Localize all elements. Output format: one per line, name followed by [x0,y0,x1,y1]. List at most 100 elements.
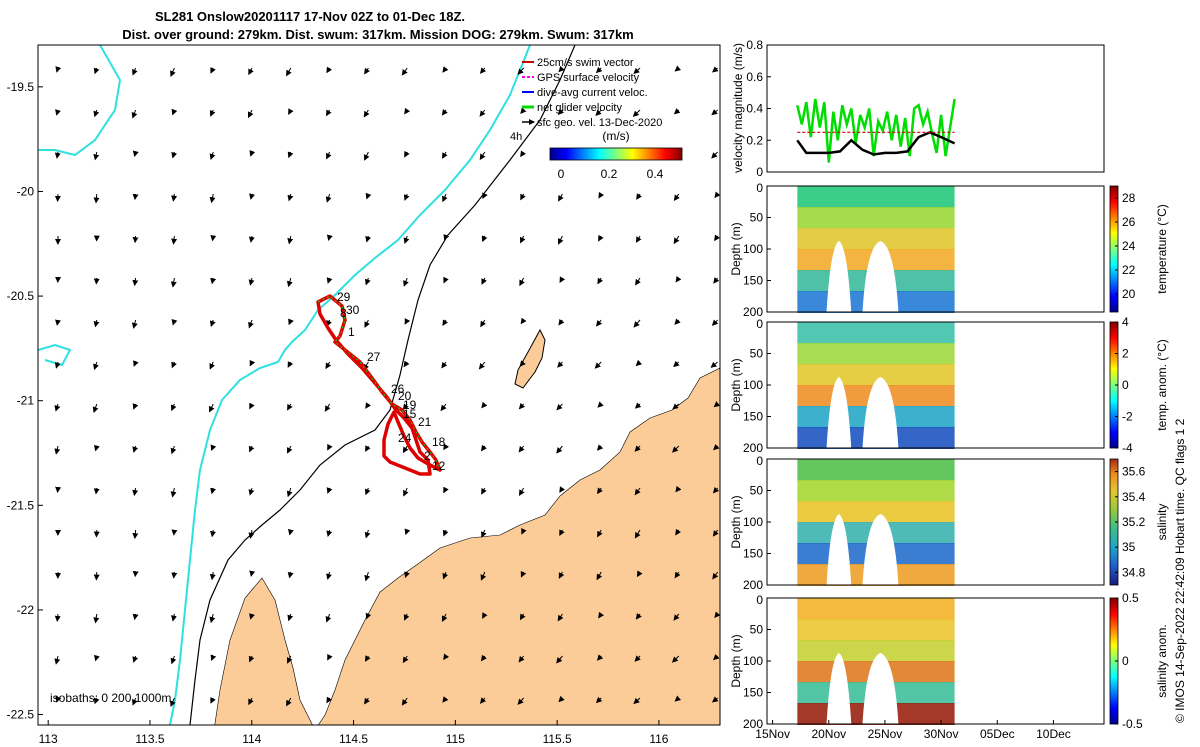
legend-swim-vector: 25cm/s swim vector [522,57,634,69]
vector-arrow [170,487,177,498]
vector-arrow [402,655,409,664]
map-frame [37,44,721,726]
vector-arrow [441,151,448,159]
vector-arrow [365,445,371,452]
vector-arrow [518,655,525,663]
vector-arrow [403,487,409,497]
vector-arrow [249,359,256,367]
land-island [514,328,546,389]
vector-arrow [209,361,215,370]
vector-arrow [249,402,255,410]
vector-arrow [249,193,255,200]
section-ytick-label: 50 [750,347,764,361]
vector-arrow [170,697,176,707]
vector-arrow [93,319,100,328]
vector-arrow [286,655,293,664]
vector-arrow [443,653,450,661]
vector-arrow [93,361,99,371]
vector-arrow [55,696,62,703]
colorbar-tick-label: 35.4 [1122,490,1146,504]
vector-arrow [402,445,409,454]
vector-arrow [248,487,255,496]
vector-arrow [171,529,178,536]
section-ytick-label: 150 [743,410,763,424]
vector-arrow [710,361,718,368]
section-ytick-label: 100 [743,515,763,529]
vector-arrow [597,487,603,495]
vector-arrow [54,151,61,159]
vector-arrow [556,403,563,411]
legend-gps-velocity: GPS surface velocity [522,72,640,84]
vector-arrow [365,655,371,662]
vector-arrow [93,151,100,161]
vector-arrow [595,66,603,74]
vector-arrow [442,571,449,580]
vector-arrow [54,403,61,412]
vector-arrow [479,67,487,74]
vector-arrow [674,65,682,72]
vector-arrow [481,487,487,495]
vector-arrow [711,66,719,73]
vector-arrow [326,487,333,494]
vector-arrow [325,193,332,203]
vector-arrow [171,235,178,245]
vector-arrow [286,445,293,454]
vector-arrow [404,571,410,579]
map-ytick-label: -21 [17,394,35,408]
vector-arrow [288,108,294,115]
vector-arrow [403,613,410,621]
vector-arrow [133,360,139,367]
vector-arrow [519,235,526,244]
vector-arrow [288,318,294,326]
title-line-1: SL281 Onslow20201117 17-Nov 02Z to 01-De… [155,9,465,24]
vector-arrow [635,235,642,243]
vector-arrow [598,191,605,199]
vector-arrow [209,613,216,624]
section-ytick-label: 200 [743,717,763,731]
vector-arrow [170,277,177,288]
vector-arrow [517,697,524,705]
track-label: 24 [398,431,412,445]
vector-arrow [442,529,449,537]
vector-arrow [671,445,680,453]
colorbar-tick-label: 35 [1122,540,1136,554]
vector-arrow [404,528,411,536]
vector-arrow [327,653,333,661]
colorbar-label: temperature (°C) [1155,204,1169,294]
colorbar-tick-label: 22 [1122,263,1136,277]
section-field-band [797,619,955,641]
vector-arrow [713,401,720,408]
vector-arrow [365,612,372,620]
svg-text:GPS surface velocity: GPS surface velocity [537,72,640,84]
vector-arrow [598,611,605,619]
colorbar-tick-label: 34.8 [1122,565,1146,579]
map-legend: 25cm/s swim vector GPS surface velocity … [510,57,683,181]
vector-arrow [248,277,255,286]
vector-arrow [209,571,216,581]
vector-arrow [480,654,487,662]
vector-arrow [636,193,642,200]
vector-arrow [171,151,178,159]
vector-arrow [442,319,449,327]
track-label: 12 [432,459,446,473]
vector-arrow [598,234,604,242]
vector-arrow [93,613,100,624]
vector-arrow [714,234,720,242]
vector-arrow [480,571,487,581]
legend-net-glider-velocity: net glider velocity [522,102,622,114]
map-xtick-label: 114 [242,732,261,746]
vector-arrow [287,235,294,245]
vector-arrow [518,445,525,453]
velocity-y-axis: 0 0.2 0.4 0.6 0.8 [746,38,771,179]
vector-arrow [248,529,255,539]
track-label: 26 [391,382,405,396]
vector-arrow [287,193,294,202]
vector-arrow [131,109,138,119]
vector-arrow [633,67,641,75]
vector-arrow [210,234,217,242]
vector-arrow [712,486,720,494]
vector-arrow [519,277,525,287]
vector-arrow [634,445,641,452]
date-xtick-label: 15Nov [755,727,790,741]
